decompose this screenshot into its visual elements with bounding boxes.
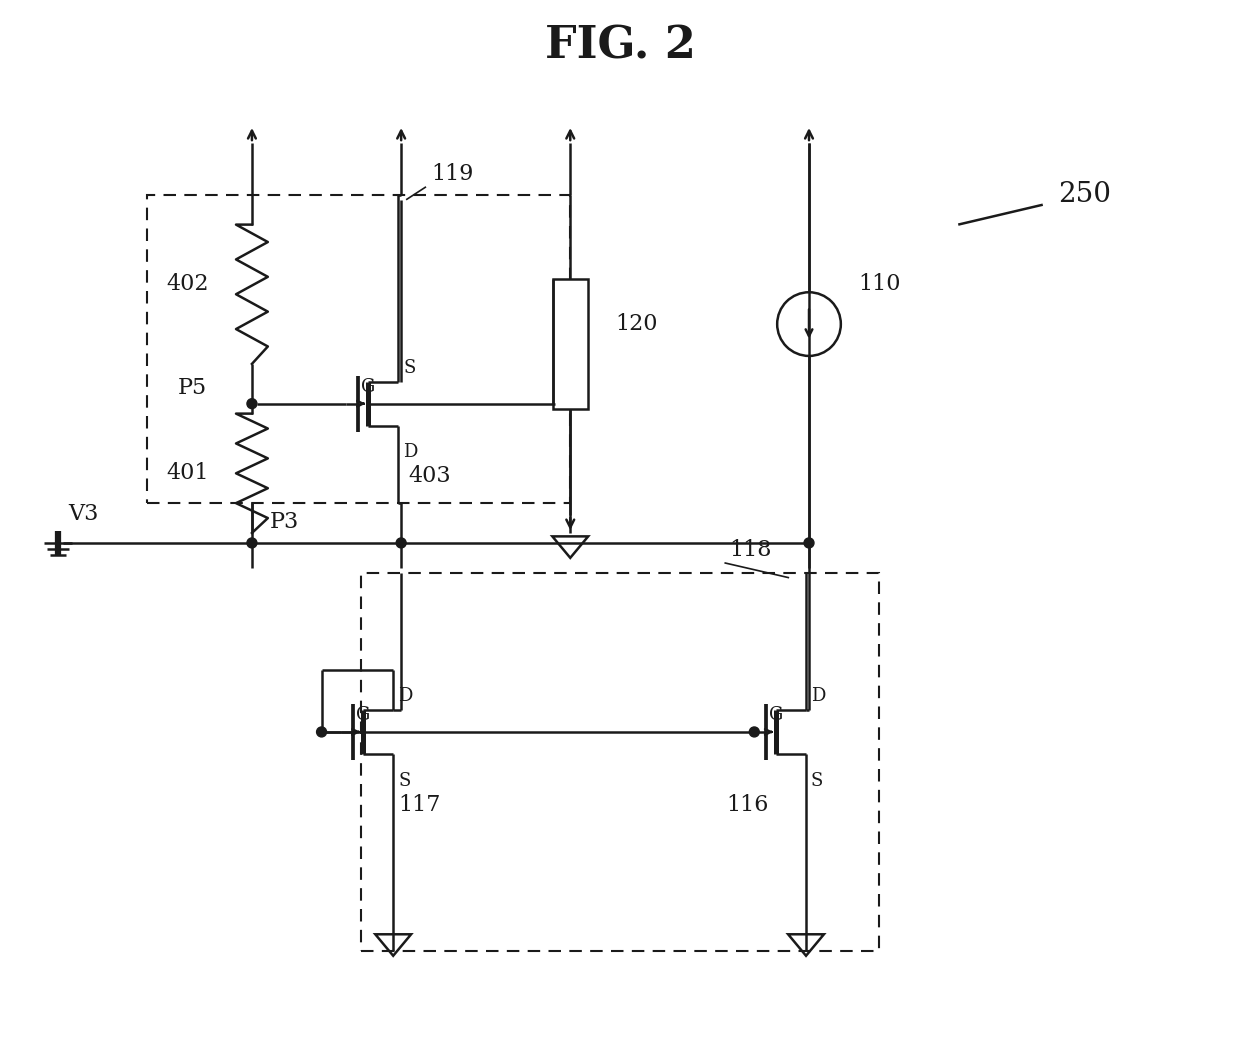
Text: P5: P5 [177, 376, 207, 399]
Text: 403: 403 [408, 466, 450, 487]
Text: D: D [403, 443, 418, 461]
Text: G: G [361, 377, 376, 395]
Text: 250: 250 [1058, 182, 1111, 208]
Text: 401: 401 [166, 462, 208, 485]
Text: 110: 110 [859, 273, 901, 296]
Circle shape [316, 727, 326, 737]
Text: 116: 116 [727, 794, 769, 815]
Circle shape [396, 538, 407, 547]
Bar [148, 195, 570, 503]
Text: 117: 117 [398, 794, 440, 815]
Text: D: D [398, 687, 413, 705]
Circle shape [804, 538, 813, 547]
Circle shape [247, 538, 257, 547]
Bar [361, 573, 879, 950]
Text: S: S [398, 772, 410, 790]
Text: S: S [403, 359, 415, 376]
Bar [553, 280, 588, 408]
Circle shape [749, 727, 759, 737]
Text: D: D [811, 687, 826, 705]
Text: S: S [811, 772, 823, 790]
Text: V3: V3 [68, 503, 98, 525]
Circle shape [247, 399, 257, 408]
Text: G: G [769, 706, 784, 724]
Text: P3: P3 [270, 511, 299, 533]
Text: G: G [356, 706, 371, 724]
Text: 402: 402 [166, 273, 208, 296]
Text: 120: 120 [615, 314, 657, 335]
Text: 119: 119 [432, 163, 474, 185]
Text: FIG. 2: FIG. 2 [544, 24, 696, 67]
Text: 118: 118 [729, 539, 773, 561]
